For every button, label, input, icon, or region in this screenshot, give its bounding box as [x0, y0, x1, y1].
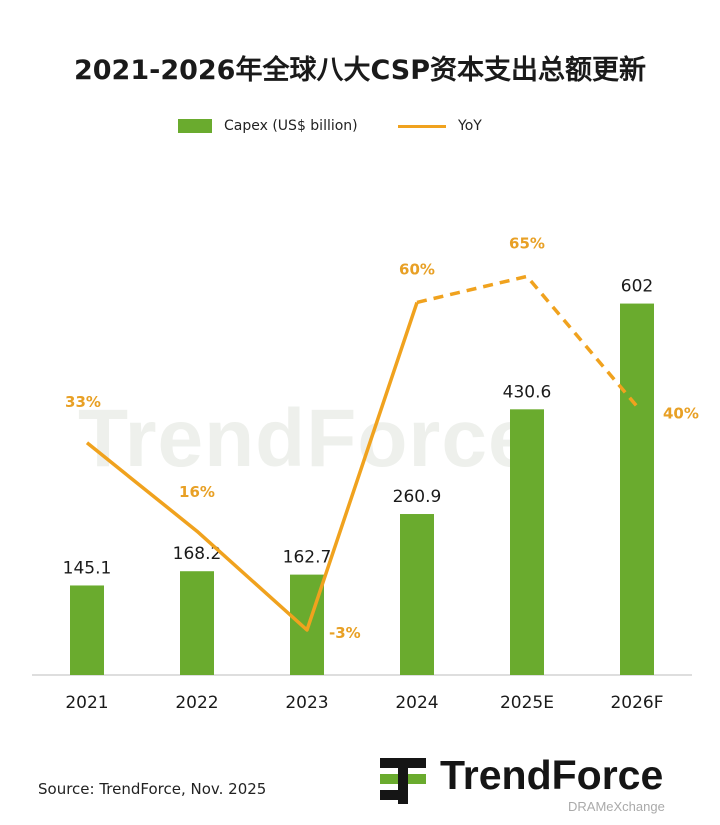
yoy-label: 16% [179, 483, 215, 501]
yoy-label: -3% [329, 624, 361, 642]
bar-value-label: 260.9 [393, 487, 442, 507]
yoy-line-projected [416, 274, 639, 408]
bar-capex-2024 [400, 514, 434, 675]
legend-item-yoy: YoY [398, 118, 482, 134]
bar-capex-2026F [620, 303, 654, 675]
yoy-label: 40% [663, 404, 699, 422]
brand-sub: DRAMeXchange [568, 799, 665, 814]
x-tick-label: 2023 [285, 693, 328, 713]
legend-swatch-capex [178, 119, 212, 133]
bar-capex-2025E [510, 409, 544, 675]
watermark: TrendForce [78, 393, 535, 484]
x-tick-label: 2025E [500, 693, 554, 713]
bar-capex-2022 [180, 571, 214, 675]
legend-item-capex: Capex (US$ billion) [178, 118, 358, 134]
yoy-label: 60% [399, 260, 435, 278]
bar-value-label: 145.1 [63, 558, 112, 578]
brand-logo: TrendForce DRAMeXchange [380, 752, 710, 822]
bar-value-label: 602 [621, 277, 653, 297]
yoy-label: 65% [509, 234, 545, 252]
yoy-line-actual [85, 301, 419, 632]
legend: Capex (US$ billion) YoY [0, 118, 720, 142]
x-tick-label: 2024 [395, 693, 438, 713]
legend-label-capex: Capex (US$ billion) [224, 118, 358, 134]
legend-label-yoy: YoY [458, 118, 482, 134]
source-note: Source: TrendForce, Nov. 2025 [38, 780, 267, 798]
brand-name: TrendForce [440, 752, 664, 798]
bar-value-label: 162.7 [283, 548, 332, 568]
x-tick-label: 2022 [175, 693, 218, 713]
bar-value-label: 430.6 [503, 382, 552, 402]
x-tick-label: 2021 [65, 693, 108, 713]
legend-swatch-yoy [398, 124, 446, 128]
bar-capex-2021 [70, 585, 104, 675]
x-tick-label: 2026F [610, 693, 663, 713]
chart-title: 2021-2026年全球八大CSP资本支出总额更新 [73, 55, 647, 86]
bar-value-label: 168.2 [173, 544, 222, 564]
brand-mark-icon [380, 758, 426, 804]
yoy-label: 33% [65, 393, 101, 411]
